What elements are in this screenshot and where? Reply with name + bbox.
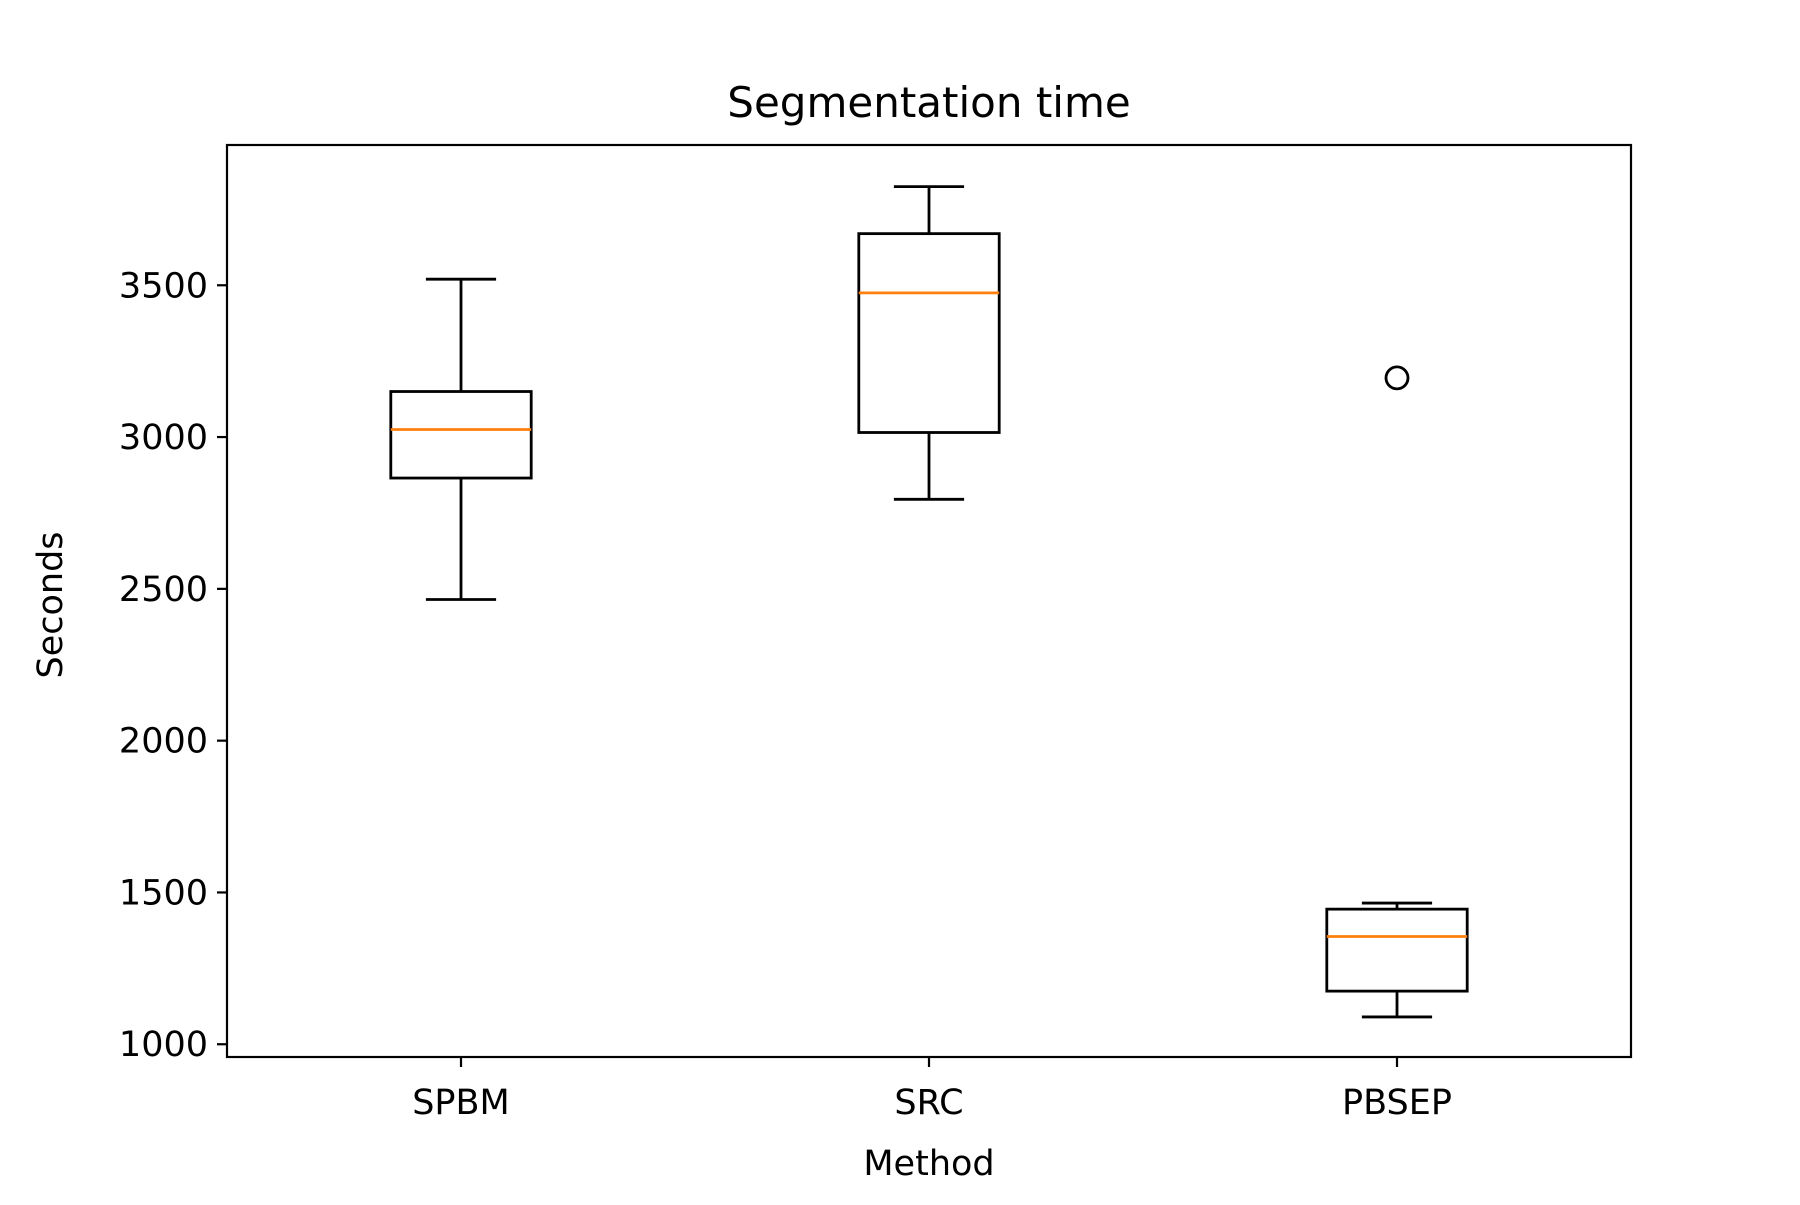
- chart-title: Segmentation time: [727, 78, 1130, 127]
- outlier-pbsep: [1384, 365, 1410, 391]
- x-tick-label: SRC: [894, 1083, 963, 1123]
- y-tick-label: 1000: [119, 1025, 208, 1065]
- box-spbm: [389, 390, 533, 480]
- y-tick-label: 3000: [119, 418, 208, 458]
- x-tick-label: SPBM: [412, 1083, 510, 1123]
- y-axis-label: Seconds: [31, 531, 71, 678]
- x-tick-label: PBSEP: [1342, 1083, 1452, 1123]
- y-tick-label: 2000: [119, 722, 208, 762]
- y-tick-label: 3500: [119, 266, 208, 306]
- box-pbsep: [1325, 907, 1469, 993]
- axes-frame: [225, 143, 1633, 1059]
- plot-area: 1000 1500 2000 2500 3000 3500 SPBM SRC PBSEP: [119, 143, 1633, 1123]
- y-tick-label: 1500: [119, 873, 208, 913]
- box-src: [857, 232, 1001, 434]
- x-axis-label: Method: [863, 1144, 994, 1184]
- y-tick-label: 2500: [119, 570, 208, 610]
